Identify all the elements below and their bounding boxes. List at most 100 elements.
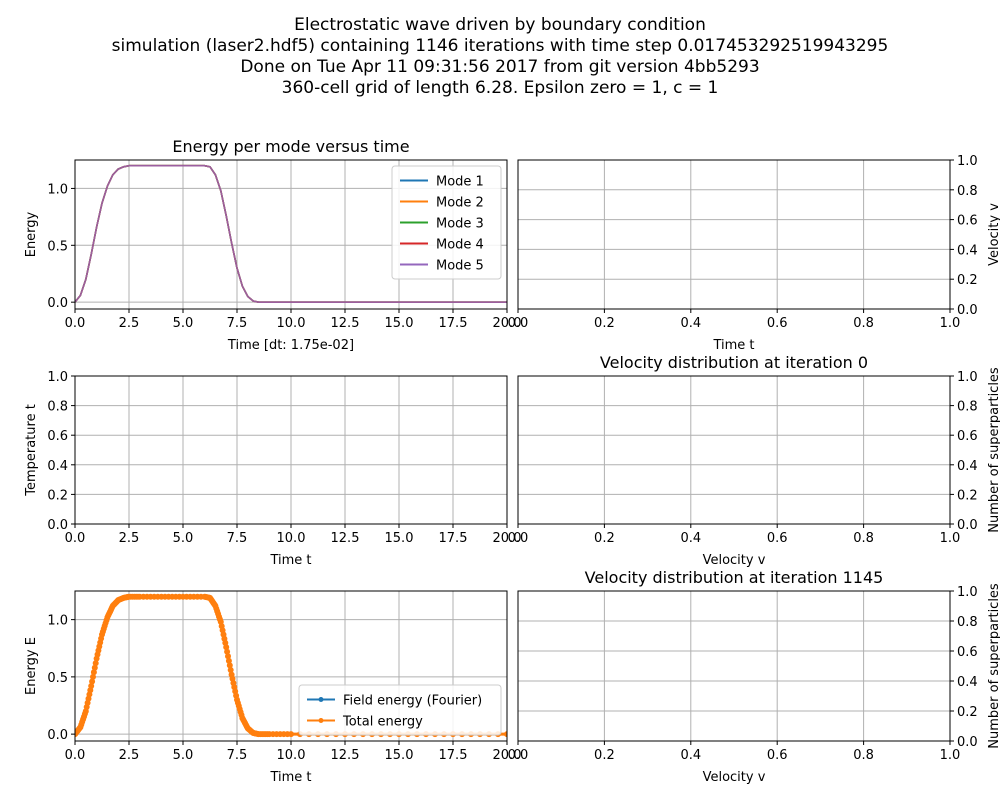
x-tick-label: 7.5 [227,748,248,763]
x-tick-label: 1.0 [940,748,961,763]
x-tick-label: 17.5 [439,316,468,331]
x-tick-label: 20.0 [493,748,522,763]
x-tick-label: 7.5 [227,316,248,331]
x-axis-label: Velocity v [703,770,766,785]
y-tick-label: 0.4 [47,459,68,474]
suptitle-line-3: Done on Tue Apr 11 09:31:56 2017 from gi… [240,57,759,77]
x-tick-label: 10.0 [277,748,306,763]
y-tick-label: 0.0 [47,728,68,743]
x-tick-label: 10.0 [277,531,306,546]
panel-velocity-time: 0.0 0.2 0.4 0.6 0.8 1.00.00.20.40.60.81.0Time… [508,154,1000,353]
series-marker [226,662,233,669]
x-tick-label: 12.5 [331,316,360,331]
series-marker [288,731,294,738]
axes-frame [517,375,951,525]
panel-energy-modes: 0.0 2.5 5.0 7.5 10.0 12.5 15.0 17.5 20.0 0.0 0.5 1.… [24,137,521,353]
series-marker [223,644,230,651]
x-tick-label: 0.8 [853,531,874,546]
suptitle-line-2: simulation (laser2.hdf5) containing 1146… [112,36,889,56]
x-tick-label: 1.0 [940,316,961,331]
y-tick-label: 1.0 [957,154,978,169]
x-tick-label: 0.8 [853,748,874,763]
legend-label: Mode 4 [436,238,484,253]
x-tick-label: 17.5 [439,748,468,763]
y-tick-label: 0.8 [957,400,978,415]
x-tick-label: 2.5 [119,748,140,763]
x-tick-label: 0.4 [680,316,701,331]
x-tick-label: 0.0 [65,531,86,546]
suptitle-line-1: Electrostatic wave driven by boundary co… [294,15,706,35]
figure-suptitle: Electrostatic wave driven by boundary co… [112,15,889,98]
x-tick-label: 5.0 [173,531,194,546]
x-axis-label: Time [dt: 1.75e-02] [227,338,354,353]
legend: Field energy (Fourier) Total energy [298,684,502,736]
series-line-mode-5 [75,164,507,303]
axes-frame [517,590,951,742]
series-marker [90,673,96,680]
series-marker [227,667,234,674]
x-tick-label: 0.0 [508,748,529,763]
x-tick-label: 15.0 [385,748,414,763]
x-tick-label: 7.5 [227,531,248,546]
x-tick-label: 0.2 [594,316,615,331]
x-tick-label: 2.5 [119,316,140,331]
axes-frame [517,159,951,310]
legend-label: Mode 2 [436,196,484,211]
y-tick-label: 0.4 [957,459,978,474]
y-tick-label: 0.5 [47,239,68,254]
y-tick-label: 1.0 [47,614,68,629]
x-tick-label: 0.0 [508,316,529,331]
y-axis-label: Energy E [24,637,39,695]
y-tick-label: 0.0 [957,303,978,318]
panel-vdist-1145: 0.0 0.2 0.4 0.6 0.8 1.00.00.20.40.60.81.0Velo… [508,568,1000,785]
x-tick-label: 15.0 [385,531,414,546]
y-tick-label: 0.6 [47,429,68,444]
panel-title: Velocity distribution at iteration 1145 [585,568,884,587]
series-marker [504,731,507,738]
x-axis-label: Time t [269,553,311,568]
y-tick-label: 0.4 [957,243,978,258]
y-axis-label: Energy [24,211,39,257]
legend-box [298,684,502,736]
x-tick-label: 12.5 [331,531,360,546]
x-tick-label: 0.0 [65,316,86,331]
legend: Mode 1 Mode 2 Mode 3 Mode 4 Mode 5 [391,165,502,280]
x-tick-label: 0.6 [767,531,788,546]
legend-marker [318,718,324,723]
x-tick-label: 17.5 [439,531,468,546]
x-axis-label: Velocity v [703,553,766,568]
y-tick-label: 0.6 [957,645,978,660]
y-tick-label: 0.4 [957,675,978,690]
legend-label: Mode 3 [436,217,484,232]
x-tick-label: 0.0 [508,531,529,546]
y-tick-label: 0.2 [957,705,978,720]
y-tick-label: 0.2 [957,273,978,288]
series-marker [90,669,97,676]
y-tick-label: 0.6 [957,214,978,229]
x-tick-label: 0.2 [594,531,615,546]
legend-label: Mode 1 [436,175,484,190]
x-tick-label: 15.0 [385,316,414,331]
x-tick-label: 0.6 [767,316,788,331]
x-tick-label: 10.0 [277,316,306,331]
y-tick-label: 1.0 [957,585,978,600]
x-tick-label: 0.6 [767,748,788,763]
y-axis-label: Number of superparticles [987,367,1000,533]
x-tick-label: 20.0 [493,316,522,331]
y-tick-label: 0.8 [957,615,978,630]
y-axis-label: Temperature t [24,404,39,497]
x-tick-label: 0.4 [680,748,701,763]
x-tick-label: 0.0 [65,748,86,763]
y-tick-label: 0.6 [957,429,978,444]
y-tick-label: 0.5 [47,671,68,686]
panel-vdist-0: 0.0 0.2 0.4 0.6 0.8 1.00.00.20.40.60.81.0Velo… [508,353,1000,568]
y-tick-label: 1.0 [47,370,68,385]
legend-marker [318,697,324,702]
series-marker [224,648,231,655]
y-tick-label: 0.2 [957,488,978,503]
y-axis-label: Number of superparticles [987,583,1000,749]
x-tick-label: 5.0 [173,316,194,331]
x-tick-label: 0.8 [853,316,874,331]
panel-temperature: 0.0 2.5 5.0 7.5 10.0 12.5 15.0 17.5 20.0 0.0 0.2 0.… [24,370,521,568]
x-tick-label: 5.0 [173,748,194,763]
